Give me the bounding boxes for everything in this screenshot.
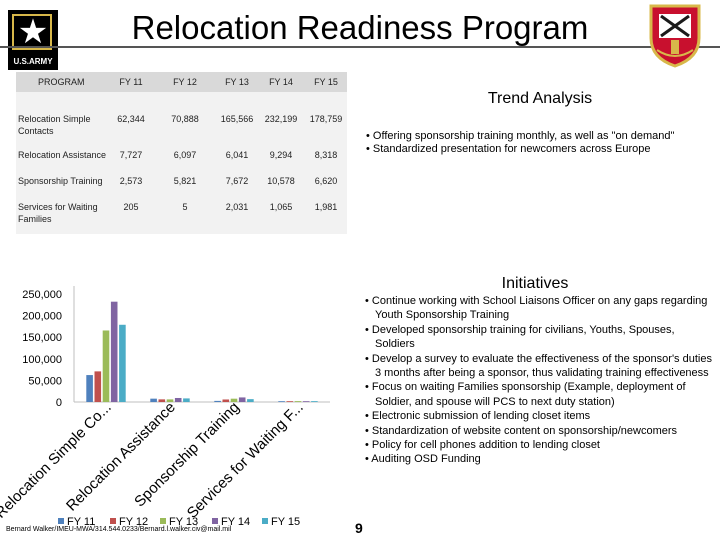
legend-label: FY 12: [119, 516, 148, 528]
table-cell: 232,199: [264, 114, 298, 124]
row-label: Services for Waiting Families: [18, 202, 98, 224]
bar: [311, 401, 318, 402]
table-cell: 165,566: [220, 114, 254, 124]
bar: [238, 397, 246, 402]
row-label: Sponsorship Training: [18, 176, 103, 186]
footer-contact: Bernard Walker/IMEU-MWA/314.544.0233/Ber…: [6, 526, 232, 533]
x-tick-label: Sponsorship Training: [131, 399, 243, 511]
legend-label: FY 14: [221, 516, 250, 528]
column-header: FY 12: [173, 77, 197, 87]
page-title: Relocation Readiness Program: [131, 9, 589, 46]
bar: [94, 371, 102, 402]
list-item: • Standardization of website content on …: [365, 424, 678, 437]
legend-swatch: [160, 518, 166, 524]
column-header: FY 14: [269, 77, 293, 87]
bar: [119, 324, 126, 402]
table-cell: 178,759: [309, 114, 343, 124]
table-cell: 205: [123, 202, 139, 212]
column-header: FY 13: [225, 77, 249, 87]
table-cell: 5: [182, 202, 188, 212]
bar: [230, 398, 238, 402]
table-cell: 8,318: [314, 150, 338, 160]
program-table: PROGRAM FY 11 FY 12 FY 13 FY 14 FY 15 Re…: [16, 72, 347, 234]
column-header: FY 11: [119, 77, 143, 87]
table-cell: 5,821: [173, 176, 197, 186]
bar: [183, 398, 190, 402]
column-header: PROGRAM: [38, 77, 85, 87]
y-tick-label: 50,000: [28, 375, 62, 387]
legend-label: FY 13: [169, 516, 198, 528]
table-cell: 7,672: [225, 176, 249, 186]
table-header: [16, 72, 347, 92]
x-tick-label: Relocation Assistance: [63, 399, 179, 515]
bar: [102, 330, 110, 402]
bar: [294, 401, 302, 402]
row-label: Relocation Simple Contacts: [18, 114, 91, 136]
army-logo: ★ U.S.ARMY: [8, 10, 58, 70]
bar: [110, 301, 118, 402]
list-item: • Focus on waiting Families sponsorship …: [365, 381, 686, 408]
table-cell: 2,031: [225, 202, 249, 212]
bar: [214, 400, 221, 402]
bar: [286, 401, 294, 402]
list-item: • Develop a survey to evaluate the effec…: [365, 352, 712, 380]
bar: [166, 399, 174, 402]
table-cell: 10,578: [267, 176, 295, 186]
bar: [158, 399, 166, 402]
x-tick-label: Relocation Simple Co...: [0, 399, 115, 522]
bar: [86, 375, 93, 402]
list-item: • Policy for cell phones addition to len…: [365, 439, 600, 452]
bar: [174, 397, 182, 402]
table-cell: 6,041: [225, 150, 249, 160]
table-cell: 6,097: [173, 150, 197, 160]
bar: [247, 399, 254, 402]
trend-analysis-title: Trend Analysis: [487, 90, 593, 107]
star-icon: ★: [17, 12, 49, 52]
bar: [150, 398, 157, 402]
logo-frame: [12, 14, 52, 50]
bar: [278, 401, 285, 402]
column-header: FY 15: [314, 77, 338, 87]
legend-swatch: [212, 518, 218, 524]
table-cell: 62,344: [117, 114, 145, 124]
legend-label: FY 11: [67, 516, 95, 528]
logo-text: U.S.ARMY: [13, 57, 53, 66]
legend-swatch: [262, 518, 268, 524]
trend-analysis-list: • Offering sponsorship training monthly,…: [366, 130, 716, 156]
y-tick-label: 150,000: [22, 332, 62, 344]
legend-swatch: [58, 518, 64, 524]
legend-label: FY 15: [271, 516, 300, 528]
insignia-icon: [649, 4, 701, 68]
table-cell: 7,727: [119, 150, 143, 160]
y-tick-label: 200,000: [22, 311, 62, 323]
x-tick-label: Services for Waiting F...: [184, 399, 307, 522]
list-item: • Developed sponsorship training for civ…: [365, 323, 675, 351]
bar: [302, 401, 310, 402]
list-item: • Offering sponsorship training monthly,…: [366, 130, 675, 142]
y-tick-label: 100,000: [22, 354, 62, 366]
program-bar-chart: 250,000 200,000 150,000 100,000 50,000 0Reloc…: [0, 286, 330, 528]
legend-swatch: [110, 518, 116, 524]
table-cell: 6,620: [314, 176, 338, 186]
y-tick-label: 250,000: [22, 289, 62, 301]
list-item: • Continue working with School Liaisons …: [365, 295, 708, 322]
table-cell: 2,573: [119, 176, 143, 186]
table-cell: 9,294: [269, 150, 293, 160]
list-item: • Standardized presentation for newcomer…: [366, 143, 651, 155]
initiatives-list: • Continue working with School Liaisons …: [365, 294, 715, 467]
initiatives-title: Initiatives: [501, 275, 569, 292]
list-item: • Electronic submission of lending close…: [365, 410, 591, 423]
list-item: • Auditing OSD Funding: [365, 453, 481, 466]
bar: [222, 399, 230, 402]
row-label: Relocation Assistance: [18, 150, 107, 160]
table-cell: 70,888: [171, 114, 199, 124]
page-number: 9: [355, 520, 363, 536]
y-tick-label: 0: [56, 397, 62, 409]
table-cell: 1,981: [314, 202, 338, 212]
table-cell: 1,065: [269, 202, 293, 212]
title-divider: [0, 46, 720, 48]
